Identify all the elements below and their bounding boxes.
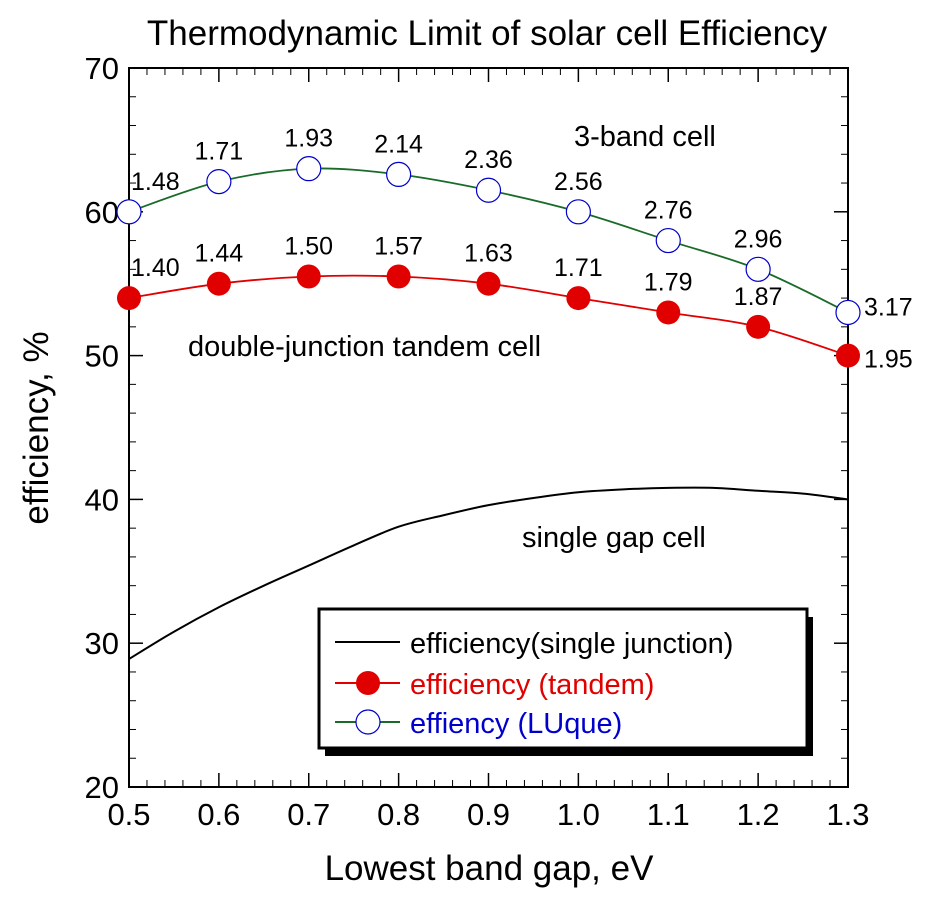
chart-title: Thermodynamic Limit of solar cell Effici… [147,14,828,53]
data-label-tandem: 1.50 [284,233,333,261]
y-tick-label: 20 [85,770,119,805]
x-tick-label: 0.8 [377,797,420,832]
data-point-tandem [296,264,321,289]
data-label-tandem: 1.87 [734,283,783,311]
data-point-tandem [656,300,681,325]
data-point-luque [565,199,591,225]
data-point-luque [386,161,412,188]
data-label-tandem: 1.44 [195,240,244,268]
x-tick-label: 1.2 [737,797,780,832]
data-label-tandem: 1.63 [464,240,513,268]
y-tick-label: 40 [85,482,119,517]
data-point-luque [116,199,142,225]
data-point-luque [745,256,771,282]
legend-label-luque: effiency (LUque) [410,708,622,740]
data-label-tandem: 1.79 [644,268,693,296]
data-label-luque: 2.14 [374,130,423,158]
data-point-tandem [117,286,141,311]
y-axis-label: efficiency, % [17,331,56,524]
x-tick-label: 1.0 [557,797,600,832]
data-label-luque: 1.93 [284,125,333,153]
data-label-luque: 2.36 [464,146,513,174]
x-tick-label: 0.5 [107,797,150,832]
data-label-tandem: 1.71 [554,254,603,282]
y-tick-label: 50 [85,339,119,374]
annotation-single: single gap cell [522,522,706,554]
x-tick-label: 0.7 [287,797,330,832]
data-label-luque: 2.56 [554,168,603,196]
data-point-luque [835,299,861,326]
data-label-luque: 1.48 [131,168,180,196]
data-label-tandem: 1.40 [131,254,180,282]
y-tick-label: 60 [85,195,119,230]
data-point-luque [655,227,681,254]
annotation-tandem: double-junction tandem cell [188,331,541,363]
data-label-tandem: 1.95 [864,346,913,374]
data-point-tandem [476,271,501,296]
y-tick-label: 70 [85,51,119,86]
x-axis-label: Lowest band gap, eV [325,849,655,888]
y-tick-label: 30 [85,626,119,661]
data-label-luque: 1.71 [195,138,244,166]
data-point-luque [296,156,322,182]
data-point-tandem [386,264,411,289]
annotation-3-band: 3-band cell [574,121,716,153]
legend-label-single: efficiency(single junction) [410,628,733,660]
x-tick-label: 1.1 [647,797,690,832]
data-label-luque: 3.17 [864,293,913,321]
data-point-luque [475,177,502,203]
x-tick-label: 0.9 [467,797,510,832]
data-point-luque [206,169,232,195]
series-line-single [128,486,849,660]
x-tick-label: 1.3 [826,797,869,832]
data-point-tandem [836,343,860,368]
data-label-tandem: 1.57 [374,233,423,261]
x-tick-label: 0.6 [197,797,240,832]
data-point-tandem [566,286,591,311]
legend-marker-luque [355,709,381,735]
legend-label-tandem: efficiency (tandem) [410,669,654,701]
data-label-luque: 2.76 [644,197,693,225]
legend-marker-tandem [356,671,380,695]
data-point-tandem [746,314,771,339]
data-label-luque: 2.96 [734,225,783,253]
legend: efficiency(single junction) efficiency (… [317,607,813,756]
data-point-tandem [206,271,231,296]
